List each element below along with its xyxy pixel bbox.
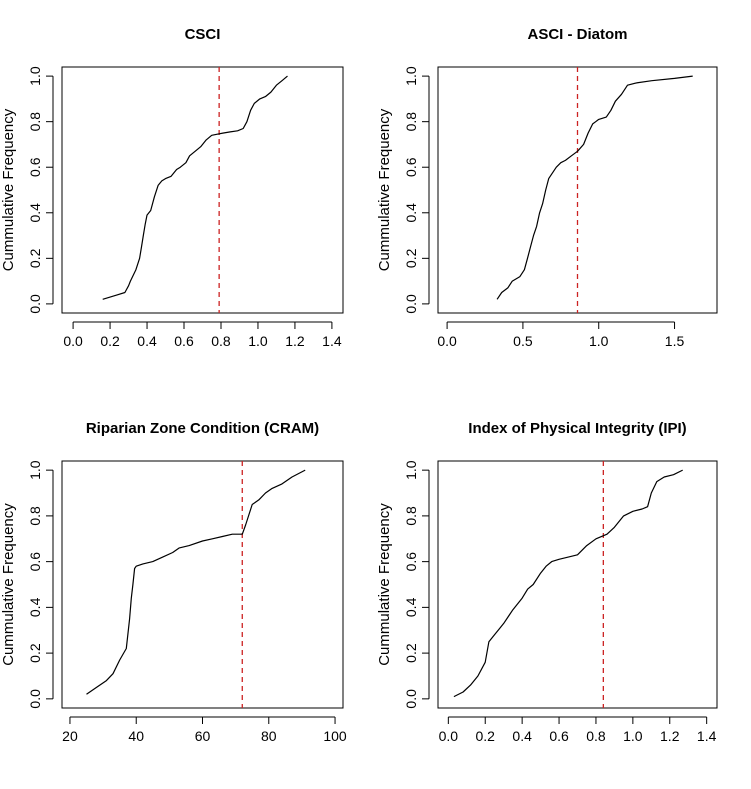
y-tick-label: 0.0 bbox=[27, 689, 43, 709]
y-tick-label: 1.0 bbox=[403, 66, 419, 86]
x-tick-label: 1.4 bbox=[697, 728, 717, 744]
y-tick-label: 0.8 bbox=[27, 112, 43, 132]
x-tick-label: 0.2 bbox=[100, 333, 120, 349]
y-tick-label: 0.2 bbox=[27, 643, 43, 663]
x-tick-label: 0.6 bbox=[174, 333, 194, 349]
x-tick-label: 0.4 bbox=[512, 728, 532, 744]
x-tick-label: 1.0 bbox=[248, 333, 268, 349]
panel-3: Riparian Zone Condition (CRAM) Cummulativ… bbox=[0, 420, 347, 744]
x-tick-label: 0.2 bbox=[476, 728, 496, 744]
y-tick-label: 0.6 bbox=[27, 552, 43, 572]
x-tick-label: 1.4 bbox=[322, 333, 342, 349]
y-tick-label: 0.2 bbox=[403, 643, 419, 663]
y-tick-label: 0.0 bbox=[403, 294, 419, 314]
y-axis-label: Cummulative Frequency bbox=[0, 503, 17, 666]
x-tick-label: 0.0 bbox=[63, 333, 83, 349]
chart-title: CSCI bbox=[185, 26, 221, 43]
y-tick-label: 0.4 bbox=[27, 597, 43, 617]
x-tick-label: 100 bbox=[323, 728, 347, 744]
panel-1: CSCI Cummulative Frequency 0.0 0.2 0.4 0.6 0.8… bbox=[0, 26, 344, 349]
y-tick-label: 0.6 bbox=[27, 157, 43, 177]
y-tick-label: 0.0 bbox=[403, 689, 419, 709]
x-tick-label: 1.0 bbox=[589, 333, 609, 349]
x-tick-label: 1.2 bbox=[285, 333, 305, 349]
x-tick-label: 60 bbox=[195, 728, 211, 744]
cumulative-frequency-line bbox=[496, 75, 693, 300]
x-tick-label: 0.6 bbox=[549, 728, 569, 744]
x-tick-label: 0.0 bbox=[437, 333, 457, 349]
x-tick-label: 1.2 bbox=[660, 728, 680, 744]
chart-title: ASCI - Diatom bbox=[527, 26, 627, 43]
x-tick-label: 0.5 bbox=[513, 333, 533, 349]
cumulative-frequency-line bbox=[86, 469, 306, 695]
panel-4: Index of Physical Integrity (IPI) Cummula… bbox=[376, 420, 718, 744]
x-tick-label: 0.8 bbox=[211, 333, 231, 349]
x-tick-label: 1.0 bbox=[623, 728, 643, 744]
x-tick-label: 0.0 bbox=[439, 728, 459, 744]
x-tick-label: 80 bbox=[261, 728, 277, 744]
x-tick-label: 0.4 bbox=[137, 333, 157, 349]
x-tick-label: 40 bbox=[128, 728, 144, 744]
y-axis-label: Cummulative Frequency bbox=[376, 503, 393, 666]
y-tick-label: 0.0 bbox=[27, 294, 43, 314]
y-axis-label: Cummulative Frequency bbox=[376, 108, 393, 271]
x-tick-label: 20 bbox=[62, 728, 78, 744]
x-tick-label: 0.8 bbox=[586, 728, 606, 744]
y-tick-label: 0.8 bbox=[27, 506, 43, 526]
chart-title: Index of Physical Integrity (IPI) bbox=[468, 420, 686, 437]
y-tick-label: 0.4 bbox=[403, 597, 419, 617]
y-tick-label: 0.2 bbox=[403, 248, 419, 268]
y-tick-label: 1.0 bbox=[403, 460, 419, 480]
plot-frame bbox=[61, 460, 344, 709]
y-tick-label: 0.6 bbox=[403, 157, 419, 177]
plot-frame bbox=[61, 66, 344, 314]
y-tick-label: 0.2 bbox=[27, 248, 43, 268]
plot-frame bbox=[437, 460, 718, 709]
y-tick-label: 0.6 bbox=[403, 552, 419, 572]
y-tick-label: 1.0 bbox=[27, 460, 43, 480]
x-tick-label: 1.5 bbox=[665, 333, 685, 349]
y-tick-label: 0.4 bbox=[403, 203, 419, 223]
y-tick-label: 0.8 bbox=[403, 506, 419, 526]
y-tick-label: 0.8 bbox=[403, 112, 419, 132]
cumulative-frequency-line bbox=[102, 75, 288, 300]
chart-title: Riparian Zone Condition (CRAM) bbox=[86, 420, 319, 437]
y-axis-label: Cummulative Frequency bbox=[0, 108, 17, 271]
panel-2: ASCI - Diatom Cummulative Frequency 0.0 0.5… bbox=[376, 26, 718, 349]
y-tick-label: 1.0 bbox=[27, 66, 43, 86]
y-tick-label: 0.4 bbox=[27, 203, 43, 223]
cumulative-frequency-line bbox=[453, 469, 683, 698]
